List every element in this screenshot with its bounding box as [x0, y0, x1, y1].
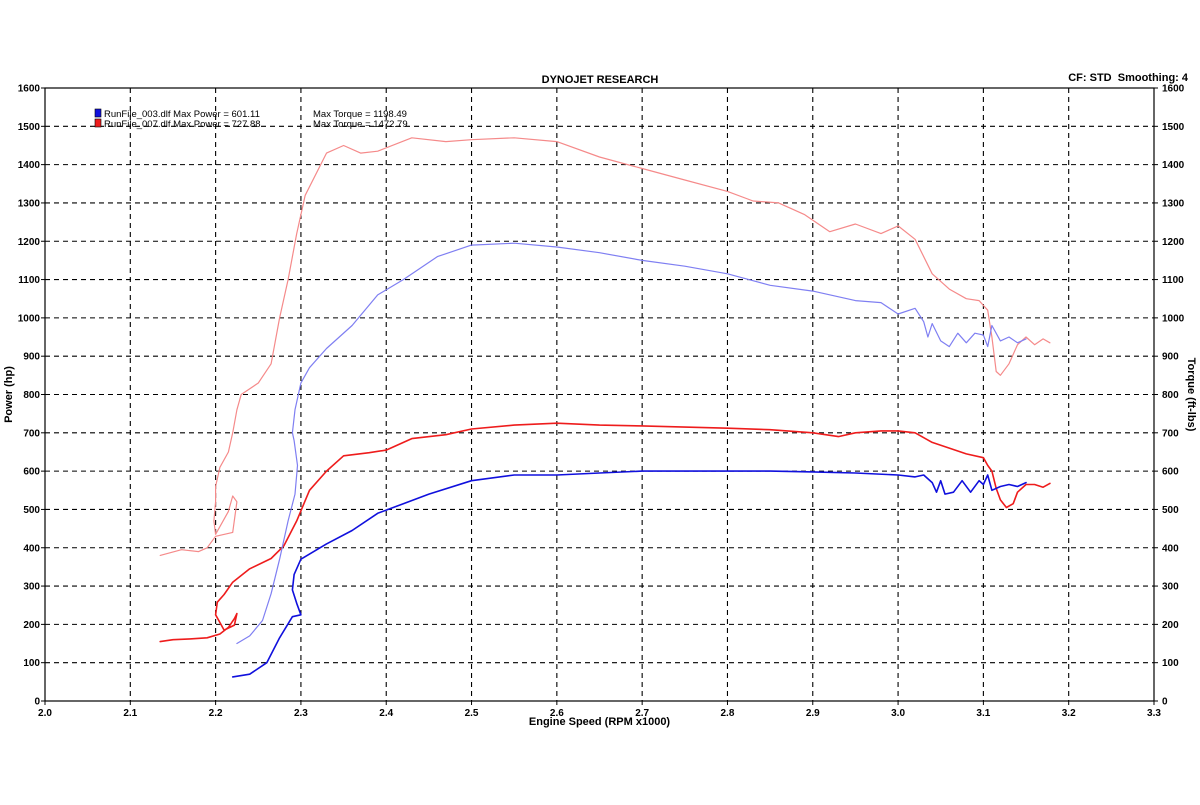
y-tick-label-right: 700: [1162, 428, 1179, 439]
y-tick-label-right: 400: [1162, 543, 1179, 554]
x-tick-label: 3.2: [1062, 708, 1076, 719]
x-tick-label: 2.2: [209, 708, 223, 719]
y-tick-label-left: 1500: [18, 122, 41, 133]
y-tick-label-left: 0: [34, 697, 40, 708]
y-tick-label-left: 200: [23, 620, 40, 631]
y-axis-label-right: Torque (ft-lbs): [1185, 358, 1197, 432]
y-tick-label-left: 1200: [18, 237, 41, 248]
x-tick-label: 2.6: [550, 708, 564, 719]
y-tick-label-right: 1100: [1162, 275, 1184, 286]
y-tick-label-left: 600: [23, 467, 40, 478]
x-tick-label: 3.0: [891, 708, 905, 719]
y-tick-label-right: 1500: [1162, 122, 1185, 133]
y-tick-label-left: 1600: [18, 84, 41, 95]
x-tick-label: 2.0: [38, 708, 52, 719]
x-tick-label: 2.3: [294, 708, 308, 719]
x-tick-label: 2.4: [379, 708, 393, 719]
x-tick-label: 2.1: [123, 708, 137, 719]
y-tick-label-left: 900: [23, 352, 40, 363]
y-tick-label-left: 100: [23, 658, 40, 669]
series-runfile-007-dlftorque-line: [159, 137, 1051, 557]
y-tick-label-left: 1000: [18, 313, 41, 324]
y-tick-label-right: 300: [1162, 582, 1179, 593]
series-runfile-003-dlfpower-line: [231, 470, 1027, 678]
legend-swatch: [94, 118, 102, 128]
series-runfile-003-dlftorque-line: [236, 242, 1027, 645]
y-tick-label-right: 1400: [1162, 160, 1185, 171]
y-tick-label-right: 1300: [1162, 198, 1185, 209]
legend-entry-label: RunFile_003.dlf Max Power = 601.11: [104, 109, 260, 120]
y-tick-label-left: 1300: [18, 198, 41, 209]
y-tick-label-left: 700: [23, 428, 40, 439]
x-tick-label: 3.1: [976, 708, 990, 719]
y-tick-label-right: 100: [1162, 658, 1179, 669]
x-tick-label: 2.5: [465, 708, 479, 719]
y-tick-label-left: 1100: [18, 275, 40, 286]
y-tick-label-right: 600: [1162, 467, 1179, 478]
cf-smoothing-info: CF: STD Smoothing: 4: [1068, 72, 1188, 84]
y-tick-label-left: 1400: [18, 160, 41, 171]
y-tick-label-right: 1200: [1162, 237, 1185, 248]
legend-swatch: [94, 108, 102, 118]
y-tick-label-right: 500: [1162, 505, 1179, 516]
y-tick-label-right: 1000: [1162, 313, 1185, 324]
y-tick-label-left: 800: [23, 390, 40, 401]
y-tick-label-right: 800: [1162, 390, 1179, 401]
x-axis-label: Engine Speed (RPM x1000): [529, 716, 671, 728]
series-runfile-007-dlfpower-line: [159, 422, 1051, 643]
chart-title: DYNOJET RESEARCH: [541, 74, 659, 86]
legend-entry-label: RunFile_007.dlf Max Power = 727.88: [104, 119, 261, 130]
y-tick-label-right: 0: [1162, 697, 1168, 708]
x-tick-label: 2.7: [635, 708, 649, 719]
x-tick-label: 2.8: [721, 708, 735, 719]
y-tick-label-right: 900: [1162, 352, 1179, 363]
y-tick-label-right: 1600: [1162, 84, 1185, 95]
legend-entry-torque: Max Torque = 1198.49: [313, 109, 407, 120]
y-tick-label-left: 400: [23, 543, 40, 554]
y-tick-label-left: 300: [23, 582, 40, 593]
x-tick-label: 3.3: [1147, 708, 1161, 719]
legend-entry-torque: Max Torque = 1472.79: [313, 119, 408, 130]
y-tick-label-left: 500: [23, 505, 40, 516]
y-axis-label-left: Power (hp): [3, 366, 15, 423]
x-tick-label: 2.9: [806, 708, 820, 719]
y-tick-label-right: 200: [1162, 620, 1179, 631]
